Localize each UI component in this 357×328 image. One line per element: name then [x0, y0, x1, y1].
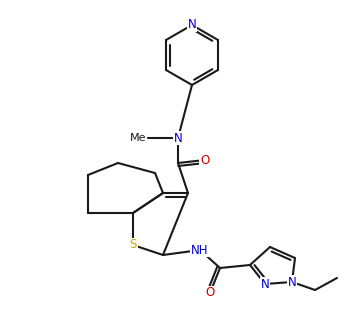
Text: Me: Me [130, 133, 146, 143]
Text: S: S [129, 238, 137, 252]
Text: N: N [288, 276, 296, 289]
Text: O: O [200, 154, 210, 167]
Text: NH: NH [191, 243, 209, 256]
Text: N: N [261, 277, 270, 291]
Text: N: N [174, 132, 182, 145]
Text: O: O [205, 286, 215, 299]
Text: N: N [188, 18, 196, 31]
